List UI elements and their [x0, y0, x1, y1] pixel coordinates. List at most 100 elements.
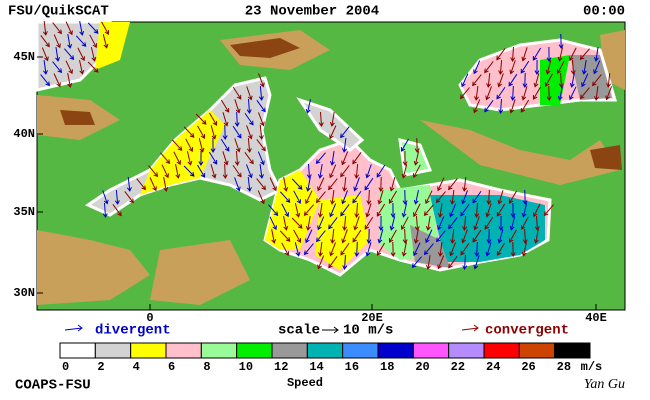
footer-left: COAPS-FSU [15, 378, 91, 394]
colorbar-swatch [200, 342, 238, 359]
wind-arrow [569, 86, 577, 101]
wind-arrow [329, 151, 335, 166]
wind-arrow [42, 20, 48, 36]
colorbar-tick-label: 10 [239, 360, 253, 374]
wind-arrow [579, 48, 590, 61]
wind-arrow [534, 215, 540, 231]
wind-arrow [283, 216, 289, 231]
wind-arrow [510, 241, 516, 257]
wind-arrow [256, 178, 266, 191]
wind-arrow [317, 164, 323, 179]
wind-arrow [210, 164, 217, 179]
colorbar-title: Speed [287, 376, 323, 390]
wind-arrow [508, 190, 517, 204]
wind-arrow [402, 150, 408, 166]
wind-arrow [376, 203, 386, 217]
wind-arrow [473, 99, 481, 114]
wind-arrow [283, 177, 289, 192]
lat-label: 40N [13, 127, 35, 141]
colorbar-swatch [377, 342, 414, 359]
wind-arrow [305, 190, 313, 205]
wind-arrow [316, 230, 326, 243]
wind-arrow [329, 125, 337, 140]
highlands [37, 30, 625, 305]
wind-arrow [543, 204, 554, 217]
wind-arrow [461, 190, 468, 205]
wind-arrow [87, 22, 99, 34]
wind-arrow [557, 60, 565, 75]
colorbar-swatch [94, 342, 132, 359]
divergent-arrow [64, 324, 83, 332]
wind-arrow [126, 176, 132, 192]
wind-arrow [401, 203, 408, 218]
wind-arrow [65, 21, 73, 36]
wind-arrow [581, 73, 589, 88]
scale-label: scale [278, 323, 320, 339]
wind-arrow [605, 86, 612, 101]
wind-arrow [222, 112, 229, 127]
wind-arrow [496, 242, 505, 256]
wind-arrow [136, 178, 146, 191]
colorbar-unit: m/s [581, 360, 603, 374]
wind-arrow [329, 164, 337, 179]
wind-arrow [472, 190, 482, 204]
wind-arrow [173, 151, 181, 166]
wind-arrow [496, 203, 506, 217]
wind-arrow [161, 164, 169, 179]
wind-arrow [546, 46, 552, 62]
wind-arrow [364, 177, 374, 191]
wind-arrow [496, 48, 506, 61]
wind-arrow [389, 216, 396, 231]
wind-arrow [437, 255, 445, 270]
wind-arrow [473, 216, 480, 231]
wind-arrow [195, 113, 207, 125]
wind-arrow [425, 229, 433, 244]
wind-arrow [175, 164, 181, 179]
colorbar-swatch [165, 342, 202, 359]
wind-arrow [497, 190, 504, 205]
wind-arrow [220, 99, 230, 113]
wind-arrow [293, 229, 302, 243]
wind-arrow [401, 216, 409, 231]
lon-label: 40E [585, 311, 607, 325]
wind-arrow [474, 85, 479, 101]
wind-arrow [234, 111, 240, 127]
wind-arrow [569, 73, 575, 88]
wind-arrow [317, 216, 325, 231]
wind-arrow [328, 217, 338, 230]
wind-arrow [246, 86, 253, 101]
wind-arrow [340, 204, 350, 217]
speed-patches [95, 22, 612, 270]
wind-arrow [210, 137, 216, 153]
wind-arrow [256, 100, 266, 113]
colorbar-tick-label: 4 [133, 360, 140, 374]
wind-arrow [340, 165, 350, 178]
wind-arrow [303, 204, 314, 217]
colorbar-tick-label: 22 [451, 360, 465, 374]
wind-arrow [534, 59, 540, 75]
wind-arrow [246, 176, 252, 192]
wind-arrow [437, 177, 445, 192]
wind-arrow [460, 242, 470, 256]
wind-arrow [472, 74, 482, 87]
wind-arrow [521, 47, 528, 62]
wind-arrow [306, 163, 312, 179]
lat-label: 45N [13, 50, 35, 64]
wind-arrow [315, 191, 326, 204]
wind-arrow [102, 202, 108, 218]
colorbar-tick-label: 24 [486, 360, 500, 374]
wind-arrow [594, 85, 599, 101]
colorbar-swatch [412, 342, 450, 359]
wind-arrow [232, 86, 242, 100]
wind-arrow [317, 203, 323, 218]
colorbar-swatch [448, 342, 485, 359]
wind-arrows [40, 20, 612, 270]
wind-arrow [509, 60, 516, 75]
wind-arrow [448, 217, 458, 230]
wind-arrow [222, 151, 229, 166]
wind-arrow [65, 60, 73, 75]
colorbar-tick-label: 26 [521, 360, 535, 374]
wind-arrow [352, 152, 362, 165]
wind-arrow [342, 215, 348, 231]
wind-arrow [521, 216, 529, 231]
